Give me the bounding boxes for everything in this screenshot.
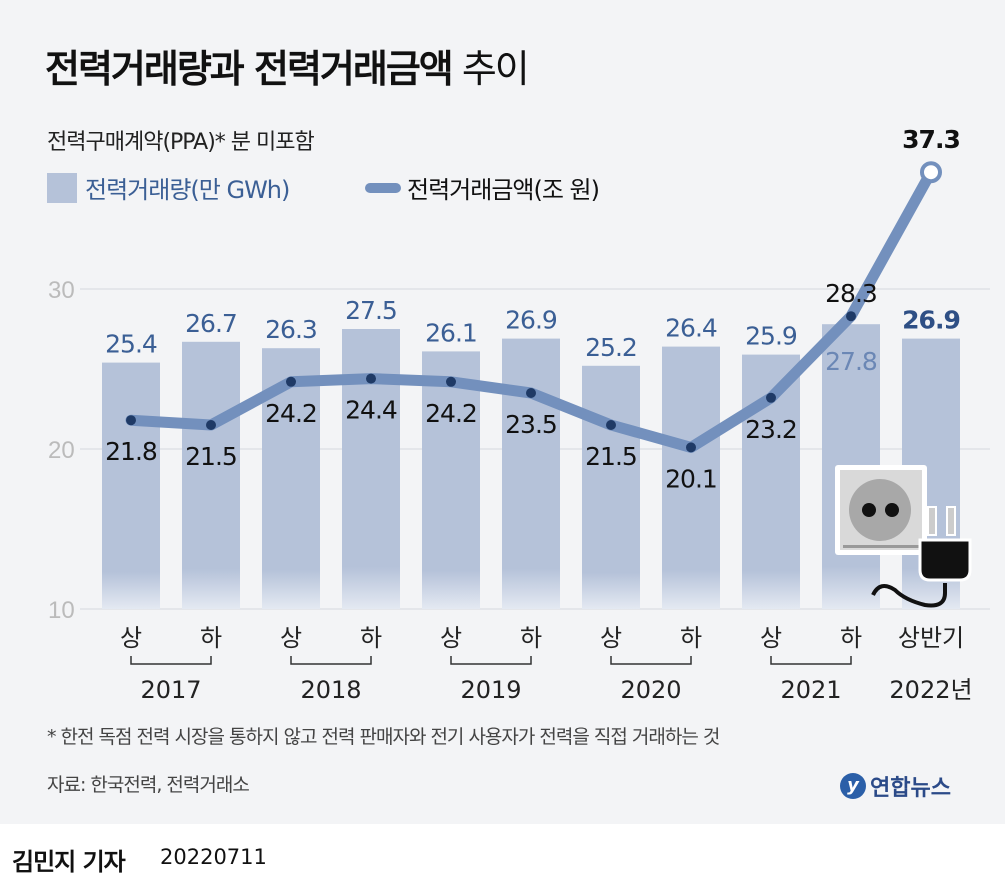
line-point bbox=[526, 388, 536, 398]
logo: y 연합뉴스 bbox=[840, 770, 951, 802]
bar-value-label: 26.9 bbox=[505, 306, 557, 335]
x-category-label: 상 bbox=[440, 624, 462, 652]
bar-value-label: 27.5 bbox=[345, 296, 397, 325]
x-year-label: 2022년 bbox=[889, 676, 972, 704]
logo-text: 연합뉴스 bbox=[870, 776, 951, 801]
x-category-label: 하 bbox=[200, 624, 222, 652]
x-category-label: 상 bbox=[280, 624, 302, 652]
line-value-label: 23.2 bbox=[745, 415, 797, 444]
bar-value-label: 26.7 bbox=[185, 309, 237, 338]
line-value-label: 24.4 bbox=[345, 396, 397, 425]
x-year-label: 2018 bbox=[300, 676, 361, 704]
x-category-label: 하 bbox=[360, 624, 382, 652]
footnote: * 한전 독점 전력 시장을 통하지 않고 전력 판매자와 전기 사용자가 전력… bbox=[47, 726, 720, 748]
bar-value-label: 26.4 bbox=[665, 314, 717, 343]
chart: 10 20 30 25.4 26.7 26.3 27.5 26.1 26.9 25.2 26.4 25… bbox=[48, 125, 990, 704]
chart-title: 전력거래량과 전력거래금액 추이 bbox=[45, 38, 530, 93]
bar-value-label: 25.2 bbox=[585, 333, 637, 362]
year-bracket bbox=[290, 656, 372, 665]
bar bbox=[182, 341, 240, 609]
y-tick-label: 30 bbox=[48, 277, 75, 304]
date: 20220711 bbox=[160, 845, 267, 869]
line-value-label: 21.5 bbox=[185, 442, 237, 471]
source: 자료: 한국전력, 전력거래소 bbox=[47, 774, 250, 796]
legend-line-label: 전력거래금액(조 원) bbox=[407, 176, 600, 204]
line-value-label: 20.1 bbox=[665, 464, 717, 493]
line-point bbox=[766, 392, 776, 403]
x-category-label: 하 bbox=[840, 624, 862, 652]
x-year-label: 2020 bbox=[620, 676, 681, 704]
line-point bbox=[686, 442, 696, 453]
legend-line: 전력거래금액(조 원) bbox=[365, 170, 600, 205]
x-category-label: 하 bbox=[520, 624, 542, 652]
line-point bbox=[126, 415, 136, 426]
x-category-label: 상반기 bbox=[898, 624, 964, 652]
y-tick-label: 10 bbox=[48, 597, 75, 624]
x-category-label: 상 bbox=[760, 624, 782, 652]
bar-value-label: 26.1 bbox=[425, 318, 477, 347]
line-value-label: 24.2 bbox=[425, 399, 477, 428]
x-category-label: 상 bbox=[600, 624, 622, 652]
bar-value-label: 26.9 bbox=[902, 306, 960, 335]
x-year-label: 2019 bbox=[460, 676, 521, 704]
year-bracket bbox=[450, 656, 532, 665]
x-category-label: 하 bbox=[680, 624, 702, 652]
bar-value-label: 25.9 bbox=[745, 322, 797, 351]
title-rest: 추이 bbox=[451, 47, 530, 91]
logo-icon: y bbox=[840, 773, 866, 799]
plug-icon bbox=[835, 465, 972, 608]
subtitle: 전력구매계약(PPA)* 분 미포함 bbox=[47, 130, 315, 155]
bar bbox=[102, 362, 160, 609]
x-year-label: 2017 bbox=[140, 676, 201, 704]
line-value-label: 28.3 bbox=[825, 279, 877, 308]
line-value-label: 21.8 bbox=[105, 437, 157, 466]
year-bracket bbox=[130, 656, 212, 665]
bar-value-label: 26.3 bbox=[265, 315, 317, 344]
bar-value-label: 27.8 bbox=[825, 347, 877, 376]
bar-value-label: 25.4 bbox=[105, 330, 157, 359]
legend-bar-swatch bbox=[47, 172, 77, 203]
bar bbox=[582, 365, 640, 609]
line-point bbox=[366, 373, 376, 384]
legend-bar: 전력거래량(만 GWh) bbox=[47, 170, 290, 205]
line-point bbox=[286, 376, 296, 387]
line-value-label: 37.3 bbox=[902, 125, 960, 154]
byline: 김민지 기자 bbox=[12, 848, 126, 876]
bar bbox=[662, 346, 720, 609]
line-point bbox=[446, 376, 456, 387]
line-point bbox=[846, 311, 856, 322]
line-point bbox=[606, 420, 616, 430]
line-value-label: 23.5 bbox=[505, 410, 557, 439]
bar bbox=[342, 329, 400, 609]
bar bbox=[422, 351, 480, 609]
line-point-end bbox=[920, 161, 942, 184]
x-category-label: 상 bbox=[120, 624, 142, 652]
line-value-label: 21.5 bbox=[585, 442, 637, 471]
x-year-label: 2021 bbox=[780, 676, 841, 704]
line-point bbox=[206, 420, 216, 430]
bar bbox=[502, 338, 560, 609]
year-bracket bbox=[610, 656, 692, 665]
title-bold: 전력거래량과 전력거래금액 bbox=[45, 47, 454, 91]
year-bracket bbox=[770, 656, 852, 665]
legend-bar-label: 전력거래량(만 GWh) bbox=[85, 176, 290, 204]
y-tick-label: 20 bbox=[48, 437, 75, 464]
legend-line-swatch bbox=[365, 182, 401, 193]
line-value-label: 24.2 bbox=[265, 399, 317, 428]
